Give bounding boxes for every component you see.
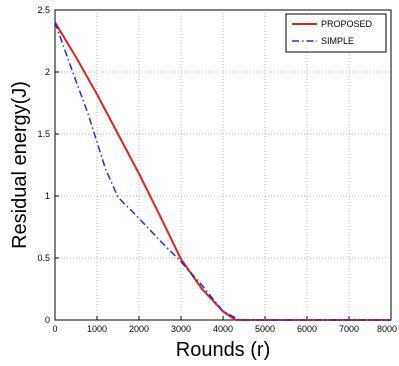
legend: PROPOSED SIMPLE [285,13,387,53]
y-tick-label: 2.5 [37,5,50,15]
x-tick-label: 2000 [129,324,149,334]
x-tick-label: 1000 [87,324,107,334]
x-tick-label: 6000 [297,324,317,334]
x-tick-label: 7000 [339,324,359,334]
x-tick-label: 3000 [171,324,191,334]
legend-label-simple: SIMPLE [321,36,354,46]
y-tick-label: 2 [45,67,50,77]
plot-area [54,9,392,321]
legend-box [285,13,387,53]
series-layer [54,21,391,321]
x-tick-labels: 0 1000 2000 3000 4000 5000 6000 7000 8000 [52,324,397,334]
y-tick-label: 1 [45,191,50,201]
y-tick-label: 0.5 [37,253,50,263]
x-tick-label: 4000 [213,324,233,334]
x-tick-label: 0 [52,324,57,334]
x-tick-label: 5000 [255,324,275,334]
x-axis-title: Rounds (r) [176,339,270,361]
legend-label-proposed: PROPOSED [321,19,373,29]
y-tick-label: 0 [45,315,50,325]
y-tick-labels: 0 0.5 1 1.5 2 2.5 [37,5,50,325]
y-axis-title: Residual energy(J) [9,81,31,249]
x-tick-label: 8000 [377,324,397,334]
series-line-simple [54,22,391,321]
grid-lines [54,9,392,321]
y-tick-label: 1.5 [37,129,50,139]
